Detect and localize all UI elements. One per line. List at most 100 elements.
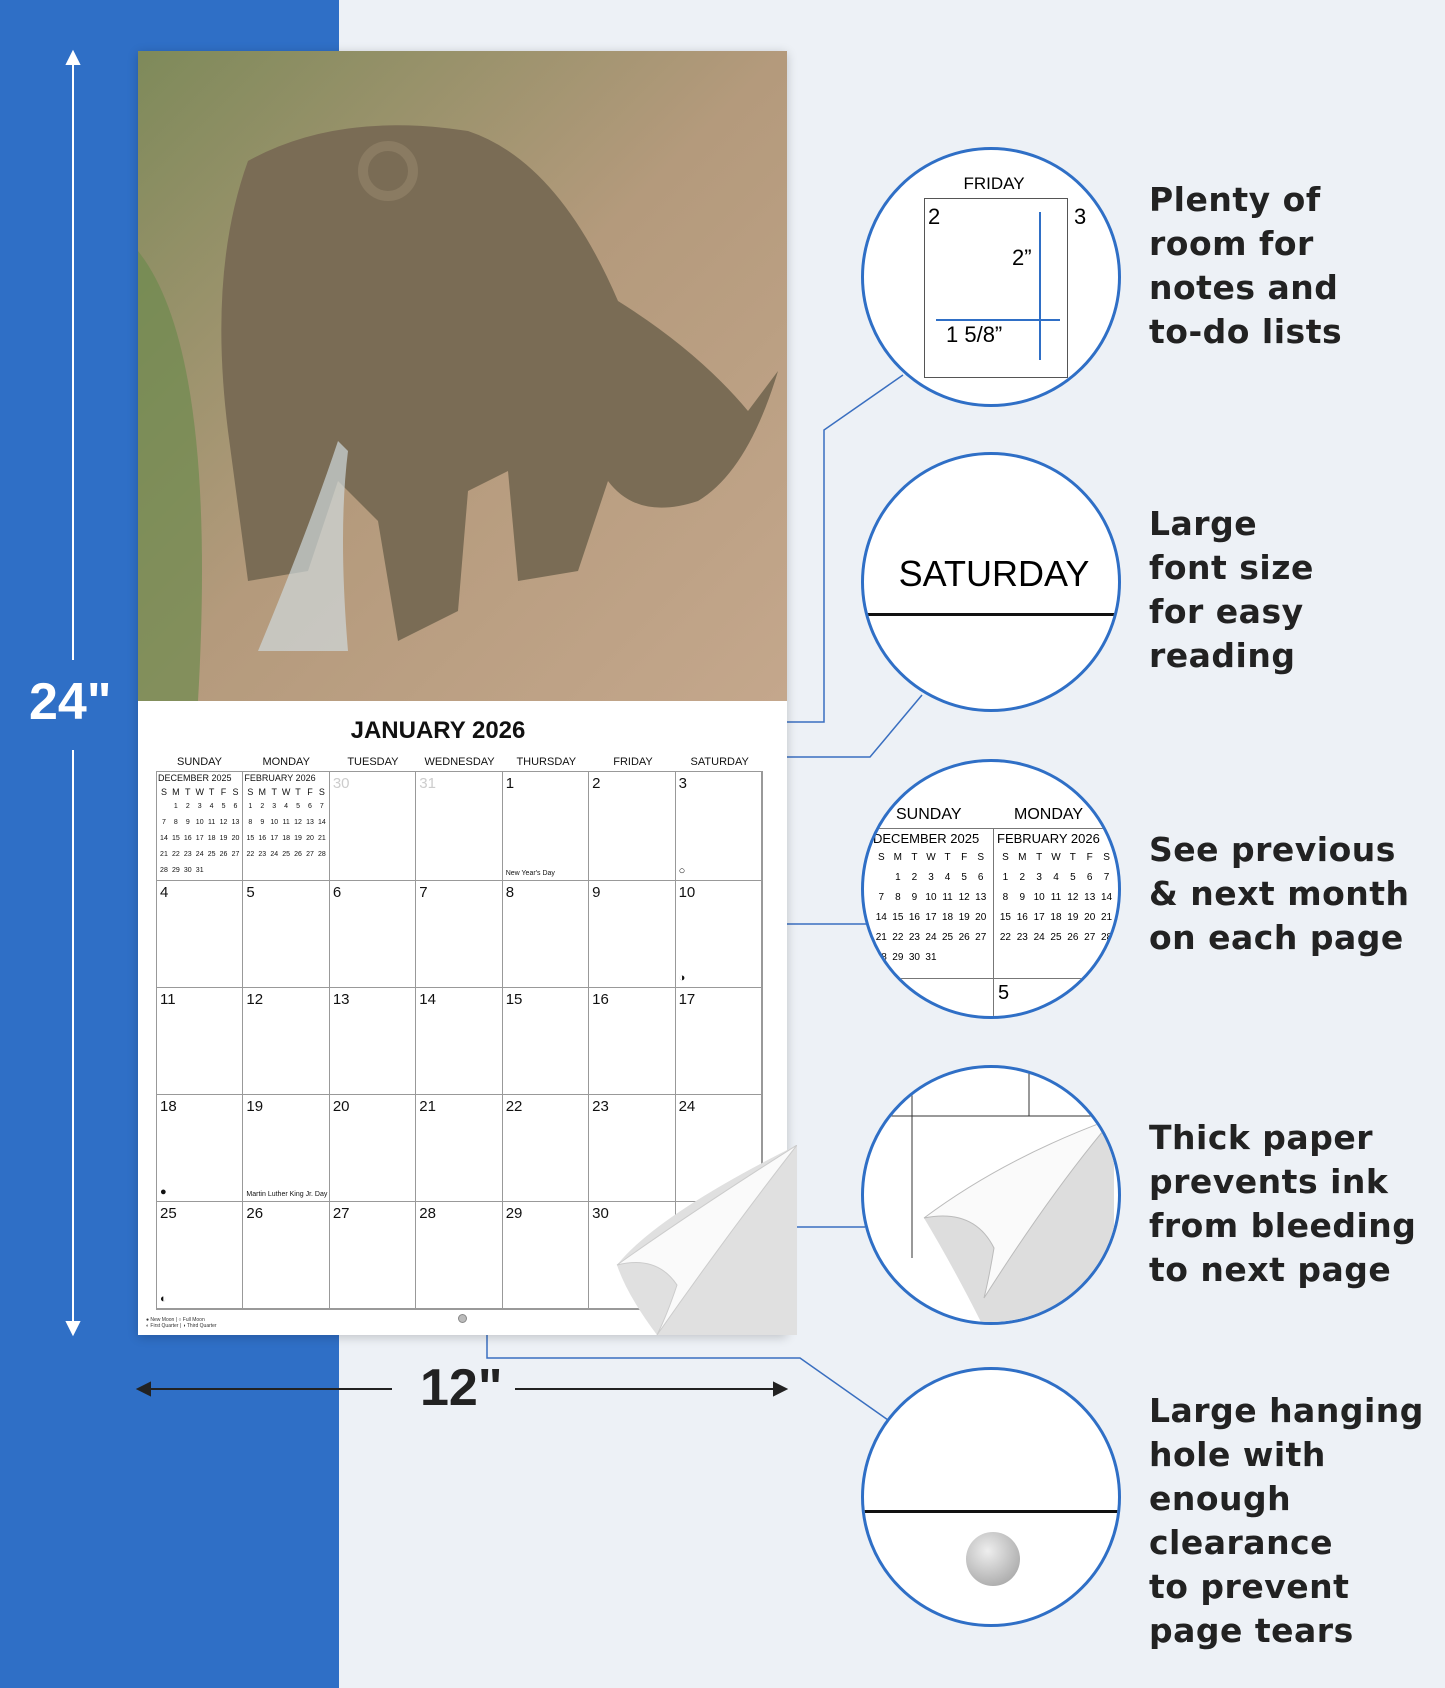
day-cell: 1 New Year's Day (502, 772, 590, 881)
mini-weekday: S (1002, 851, 1009, 863)
month-title: JANUARY 2026 (350, 717, 526, 744)
caption-line: notes and (1149, 268, 1339, 307)
mini-weekday: S (247, 786, 254, 797)
day-number: 20 (332, 1097, 350, 1115)
sunday-label: SUNDAY (896, 806, 962, 823)
day-number: 18 (160, 1097, 177, 1115)
legend-line: ● New Moon | ○ Full Moon (146, 1317, 205, 1323)
weekday-header: SATURDAY (690, 756, 749, 768)
month-grid: DECEMBER 2025 S M T W T F S 1 2 3 4 5 6 7 8 9 10 11 12 13 14 1… (156, 771, 763, 1310)
mini-day: 11 (942, 891, 953, 903)
mini-day (956, 948, 973, 968)
mini-day: 27 (1084, 931, 1096, 943)
page-curl (616, 1145, 797, 1335)
mini-month-week: 7 8 9 10 11 12 13 (158, 815, 241, 831)
hanging-hole-closeup (966, 1532, 1020, 1586)
rhino-photo (138, 51, 787, 701)
mini-day: 18 (282, 834, 291, 842)
holiday-label: New Year's Day (505, 869, 555, 877)
mini-day: 4 (209, 802, 214, 810)
mini-day: 2 (260, 802, 265, 810)
mini-day: 18 (942, 911, 954, 923)
mini-day: 21 (875, 931, 887, 943)
day-cell: 19 Martin Luther King Jr. Day (243, 1094, 330, 1202)
day-number: 4 (160, 883, 169, 901)
day-number: 22 (505, 1097, 523, 1115)
moon-phase-icon: ○ (678, 864, 686, 877)
mini-weekday: T (1036, 851, 1043, 863)
mini-month-title: FEBRUARY 2026 (997, 831, 1100, 846)
day-number: 31 (419, 775, 436, 792)
mini-month-title: DECEMBER 2025 (873, 831, 980, 846)
day-number: 21 (419, 1097, 436, 1115)
mini-day: 9 (185, 818, 190, 826)
day-cell: 5 (243, 880, 330, 988)
mini-day: 4 (1053, 871, 1059, 883)
mini-calendar-prev: DECEMBER 2025 S M T W T F S 1 2 3 4 5 6 7 8 9 10 11 12 13 14 1… (157, 772, 244, 881)
callout-text-paper: Thick paper prevents ink from bleeding to n… (1149, 1116, 1416, 1292)
mini-month-week: 22 23 24 25 26 27 28 (997, 928, 1115, 948)
mini-month-title: DECEMBER 2025 (158, 773, 232, 783)
caption-line: Large hanging (1149, 1391, 1424, 1430)
mini-day: 17 (1033, 911, 1045, 923)
day-number: 11 (160, 990, 176, 1008)
day-cell: 17 (675, 987, 762, 1095)
mini-day: 22 (892, 931, 904, 943)
caption-line: to-do lists (1149, 312, 1343, 351)
day-cell: 9 (589, 880, 676, 988)
mini-day: 28 (317, 850, 326, 858)
mini-day: 15 (171, 834, 180, 842)
mini-day: 16 (183, 834, 192, 842)
mini-weekday: F (307, 786, 313, 797)
moon-phase-icon: ◐ (160, 1293, 167, 1305)
callout-text-notes: Plenty of room for notes and to-do lists (1149, 178, 1342, 354)
mini-day (939, 948, 956, 968)
mini-weekday: T (185, 786, 191, 797)
mini-day: 10 (195, 818, 204, 826)
mini-day: 31 (195, 866, 204, 874)
weekday-header: WEDNESDAY (424, 756, 495, 768)
mini-day: 24 (195, 850, 204, 858)
mini-day: 14 (317, 818, 326, 826)
mini-calendar-next: FEBRUARY 2026 S M T W T F S 1 2 3 4 5 6 7 8 9 10 11 12 13 14 1… (243, 772, 330, 881)
mini-day: 19 (294, 834, 302, 842)
mini-weekday: T (944, 851, 951, 863)
mini-day: 2 (185, 802, 190, 810)
day-cell: 13 (329, 987, 417, 1095)
mini-day: 22 (999, 931, 1011, 943)
day-cell: 26 (243, 1201, 330, 1309)
mini-month-week: 7 8 9 10 11 12 13 (873, 888, 989, 908)
mini-day: 3 (928, 871, 934, 883)
mini-day: 7 (162, 818, 166, 826)
mini-day: 22 (171, 850, 180, 858)
mini-day: 6 (977, 871, 984, 883)
mini-day: 5 (296, 802, 300, 810)
mini-day: 17 (925, 911, 937, 923)
caption-line: prevents ink (1149, 1162, 1389, 1201)
day-cell: 25 ◐ (157, 1201, 244, 1309)
mini-day: 8 (895, 891, 901, 903)
mini-day (972, 948, 989, 968)
day-cell: 23 (589, 1094, 676, 1202)
day-cell: 8 (502, 880, 590, 988)
day-number: 5 (998, 982, 1010, 1004)
mini-day: 23 (1016, 931, 1028, 943)
mini-day: 9 (911, 891, 918, 903)
mini-day: 21 (317, 834, 326, 842)
mini-day: 19 (1067, 911, 1079, 923)
day-number: 8 (505, 883, 515, 901)
monday-label: MONDAY (1014, 806, 1084, 823)
mini-day: 28 (160, 866, 168, 874)
callout-circle-font: SATURDAY (861, 452, 1121, 712)
friday-label: FRIDAY (963, 174, 1025, 193)
mini-weekday: T (295, 786, 301, 797)
height-label: 24" (29, 673, 112, 731)
hanging-hole (458, 1314, 467, 1323)
day-cell: 2 (589, 772, 676, 881)
mini-day: 13 (975, 891, 987, 903)
